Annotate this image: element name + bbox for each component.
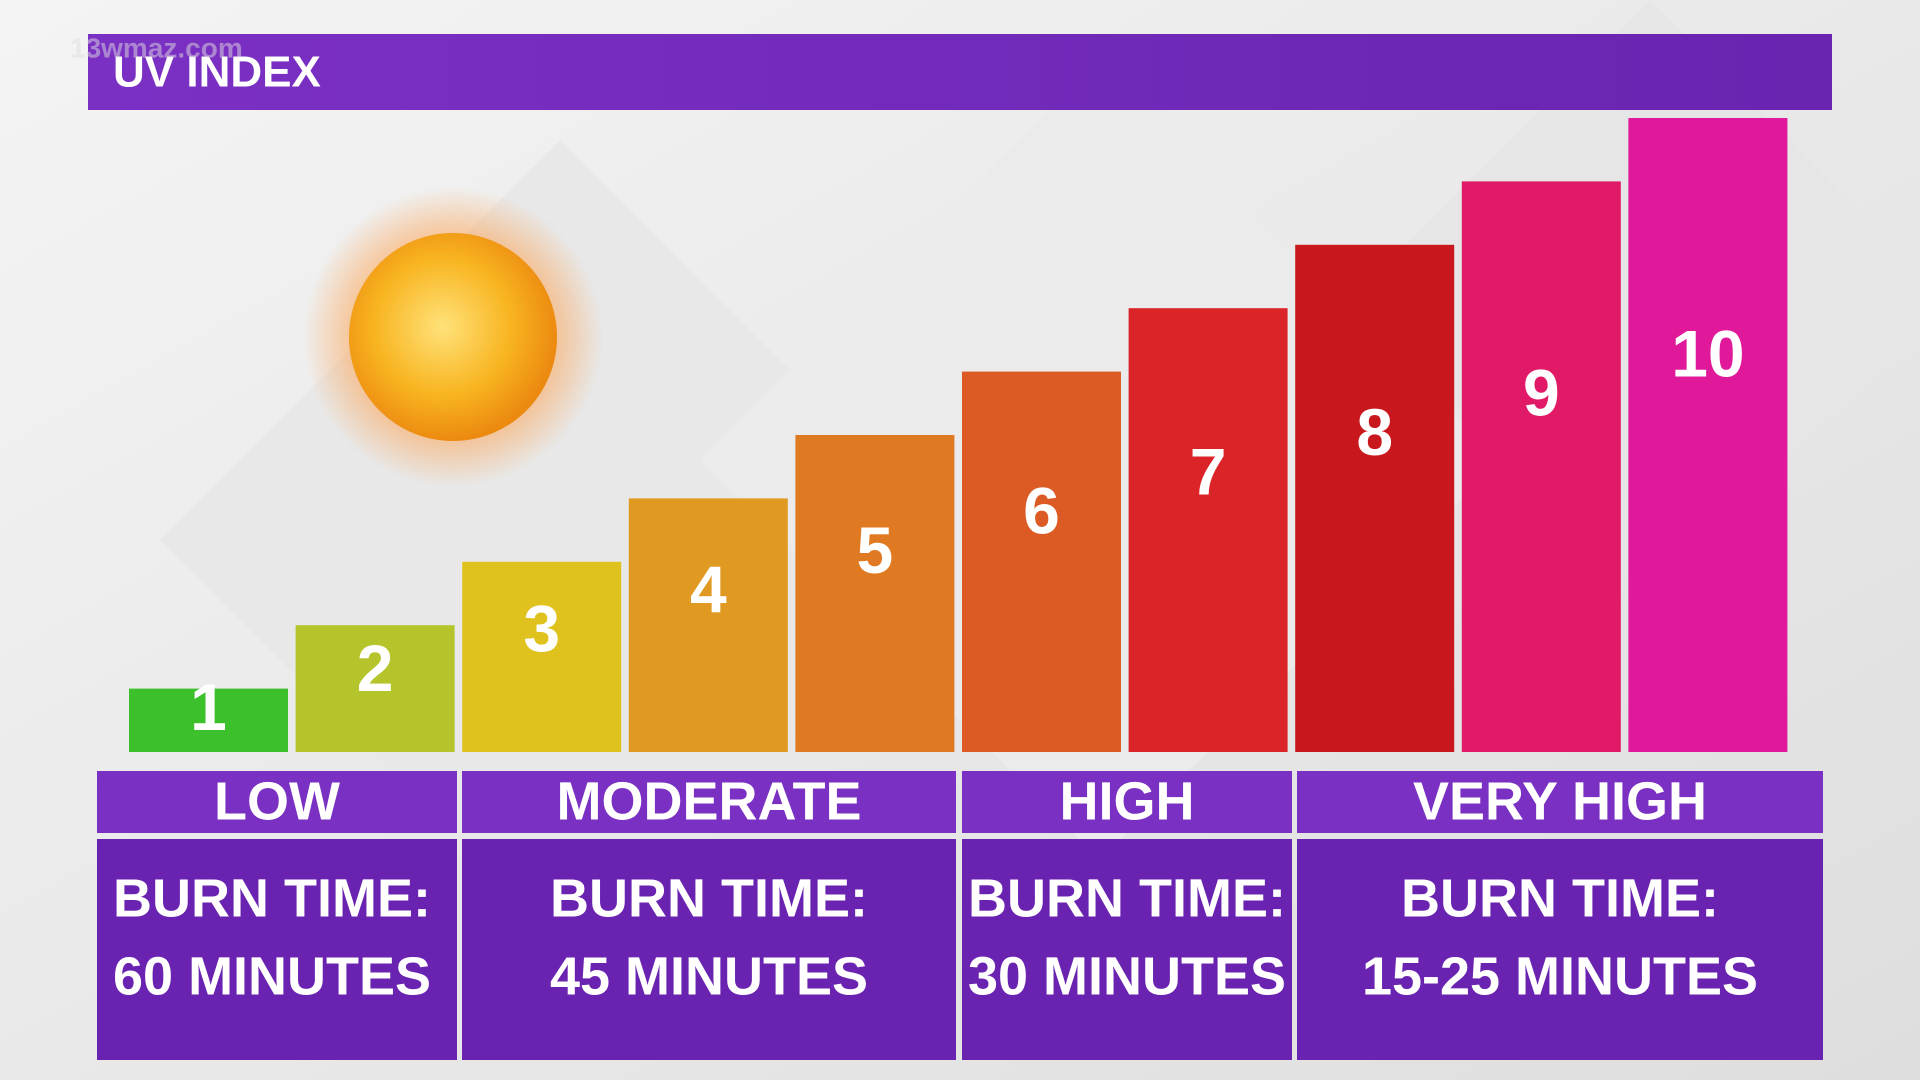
burn-time: 30 MINUTES: [968, 946, 1286, 1006]
burn-time-title: BURN TIME:: [550, 868, 868, 928]
bar-value-label: 2: [357, 631, 394, 705]
watermark: 13wmaz.com: [70, 32, 243, 63]
bar: [462, 561, 622, 752]
bar-value-label: 4: [690, 552, 727, 626]
burn-time: 15-25 MINUTES: [1362, 946, 1758, 1006]
bar: [628, 498, 788, 752]
bar: [129, 688, 288, 752]
title-bar: [88, 34, 1832, 110]
bar: [1295, 244, 1455, 753]
bar: [1461, 181, 1621, 752]
band-header: [97, 771, 457, 833]
band-header: [462, 771, 956, 833]
band-header: [962, 771, 1292, 833]
band-body: [1297, 839, 1823, 1060]
bar-value-label: 1: [190, 670, 227, 744]
bar-value-label: 6: [1023, 474, 1060, 548]
bar-value-label: 9: [1523, 356, 1560, 430]
band-label: HIGH: [1060, 771, 1195, 831]
burn-time-title: BURN TIME:: [113, 868, 431, 928]
bar-value-label: 5: [857, 513, 894, 587]
burn-time: 45 MINUTES: [550, 946, 868, 1006]
chart-title: UV INDEX: [113, 48, 321, 97]
burn-time-title: BURN TIME:: [968, 868, 1286, 928]
burn-time-title: BURN TIME:: [1401, 868, 1719, 928]
bar-value-label: 7: [1190, 434, 1227, 508]
band-body: [962, 839, 1292, 1060]
band-label: MODERATE: [557, 771, 862, 831]
band-label: LOW: [214, 771, 340, 831]
bar: [962, 371, 1121, 752]
band-header: [1297, 771, 1823, 833]
burn-time: 60 MINUTES: [113, 946, 431, 1006]
bar: [1128, 308, 1288, 752]
bar-value-label: 3: [523, 592, 560, 666]
bar-value-label: 8: [1356, 395, 1393, 469]
band-body: [462, 839, 956, 1060]
bar: [795, 435, 955, 752]
bar: [1628, 118, 1788, 752]
band-label: VERY HIGH: [1413, 771, 1707, 831]
bar-value-label: 10: [1671, 316, 1744, 390]
band-body: [97, 839, 457, 1060]
bar: [295, 625, 455, 752]
sun: [349, 233, 557, 441]
